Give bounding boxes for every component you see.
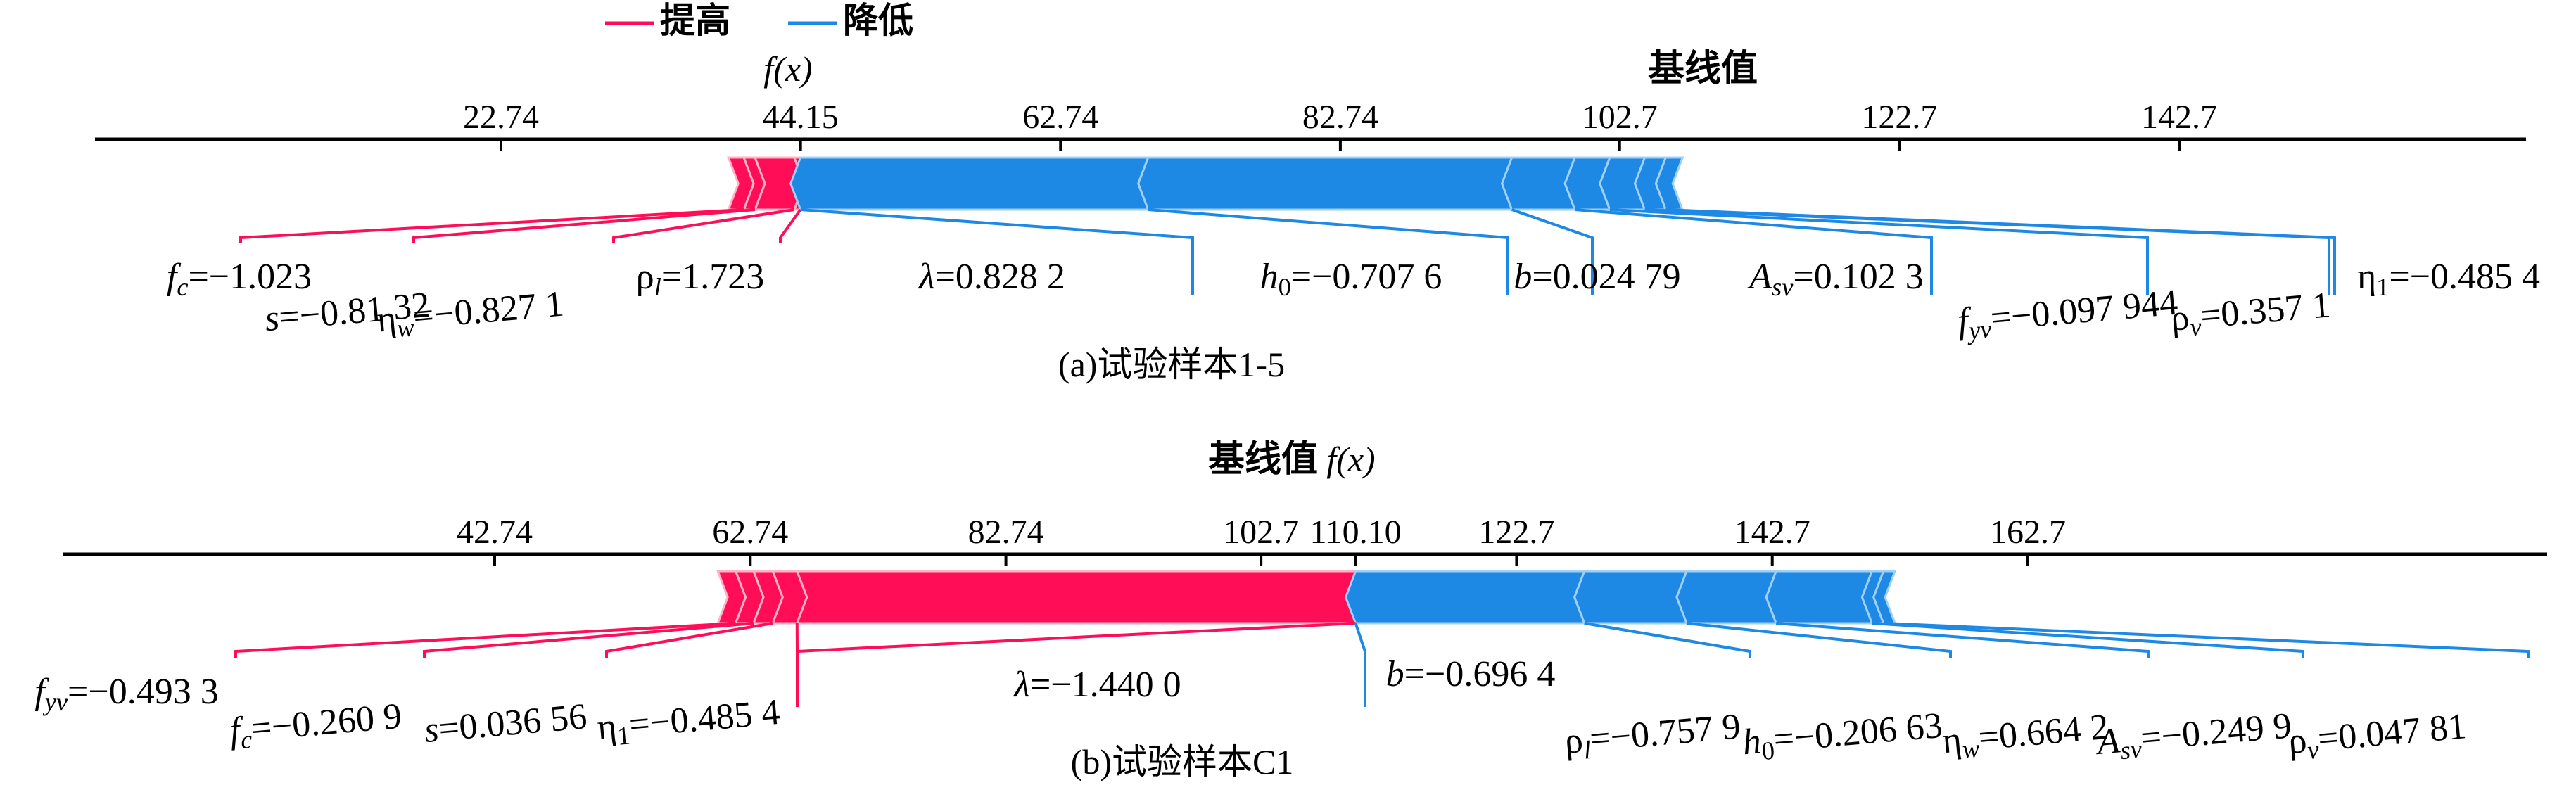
legend-increase-label: 提高	[660, 1, 730, 40]
panel-caption: (b)试验样本C1	[1071, 742, 1294, 781]
panel-b: 42.74 62.74 82.74 102.7 110.10 122.7 142.7 162.…	[34, 439, 2547, 781]
x-tick-label: 44.15	[763, 98, 839, 136]
feature-label: ρv=0.357 1	[2169, 285, 2333, 343]
feature-label: b=−0.696 4	[1386, 654, 1556, 694]
force-bar-segment	[791, 158, 1148, 210]
legend: 提高 降低	[605, 1, 913, 40]
panel-caption: (a)试验样本1-5	[1058, 345, 1285, 384]
feature-label: ηw=0.664 2	[1941, 707, 2110, 765]
base-value-label: 基线值	[1208, 439, 1318, 480]
feature-label: h0=−0.707 6	[1260, 257, 1442, 301]
fx-label: f(x)	[763, 49, 812, 89]
x-tick-label: 162.7	[1990, 513, 2066, 551]
feature-leader-line	[1687, 623, 1950, 658]
feature-label: h0=−0.206 63	[1741, 706, 1944, 767]
feature-label: fyv=−0.493 3	[34, 672, 218, 716]
force-bar-segment	[1138, 158, 1512, 210]
force-bar-segment	[1346, 571, 1585, 623]
feature-leader-line	[236, 623, 736, 658]
x-tick-label: 122.7	[1861, 98, 1937, 136]
feature-label: ρl=−0.757 9	[1563, 706, 1742, 766]
feature-label: fc=−1.023	[167, 257, 312, 301]
fx-label: f(x)	[1326, 440, 1375, 479]
force-bar-segment	[1766, 571, 1872, 623]
feature-label: fc=−0.260 9	[228, 696, 404, 755]
force-bar-segment	[797, 571, 1366, 623]
feature-label: b=0.024 79	[1514, 257, 1680, 297]
feature-leader-line	[424, 623, 754, 658]
feature-label: η1=−0.485 4	[596, 692, 782, 752]
feature-label: fyv=−0.097 944	[1956, 283, 2180, 346]
feature-leader-line	[1872, 623, 2303, 658]
force-bar-segment	[1677, 571, 1776, 623]
feature-label: η1=−0.485 4	[2357, 257, 2540, 301]
feature-leader-line	[780, 210, 801, 243]
force-bar-segment	[1575, 571, 1687, 623]
feature-label: λ=0.828 2	[918, 257, 1065, 297]
x-tick-label: 62.74	[712, 513, 788, 551]
legend-decrease-label: 降低	[843, 1, 913, 40]
feature-leader-line	[241, 210, 744, 243]
feature-label: Asv=−0.249 9	[2093, 706, 2293, 767]
x-tick-label: 102.7	[1582, 98, 1658, 136]
feature-leader-line	[1356, 623, 1365, 707]
x-tick-label: 42.74	[457, 513, 533, 551]
feature-leader-line	[1884, 623, 2528, 658]
feature-label: λ=−1.440 0	[1013, 665, 1181, 705]
x-tick-label: 62.74	[1022, 98, 1098, 136]
panel-a: 22.74 44.15 62.74 82.74 102.7 122.7 142.7 f(x) 基…	[95, 49, 2540, 384]
feature-label: ρl=1.723	[636, 257, 764, 301]
x-tick-label: 142.7	[2141, 98, 2217, 136]
x-tick-label: 122.7	[1478, 513, 1554, 551]
feature-label: s=0.036 56	[423, 696, 589, 751]
x-tick-label: 82.74	[1302, 98, 1378, 136]
base-value-label: 基线值	[1648, 49, 1758, 89]
x-tick-label: 110.10	[1309, 513, 1401, 551]
x-tick-label: 22.74	[463, 98, 539, 136]
x-tick-label: 142.7	[1734, 513, 1810, 551]
x-tick-label: 102.7	[1223, 513, 1299, 551]
feature-label: ρv=0.047 81	[2287, 706, 2468, 766]
feature-label: Asv=0.102 3	[1747, 257, 1923, 301]
x-tick-label: 82.74	[968, 513, 1044, 551]
